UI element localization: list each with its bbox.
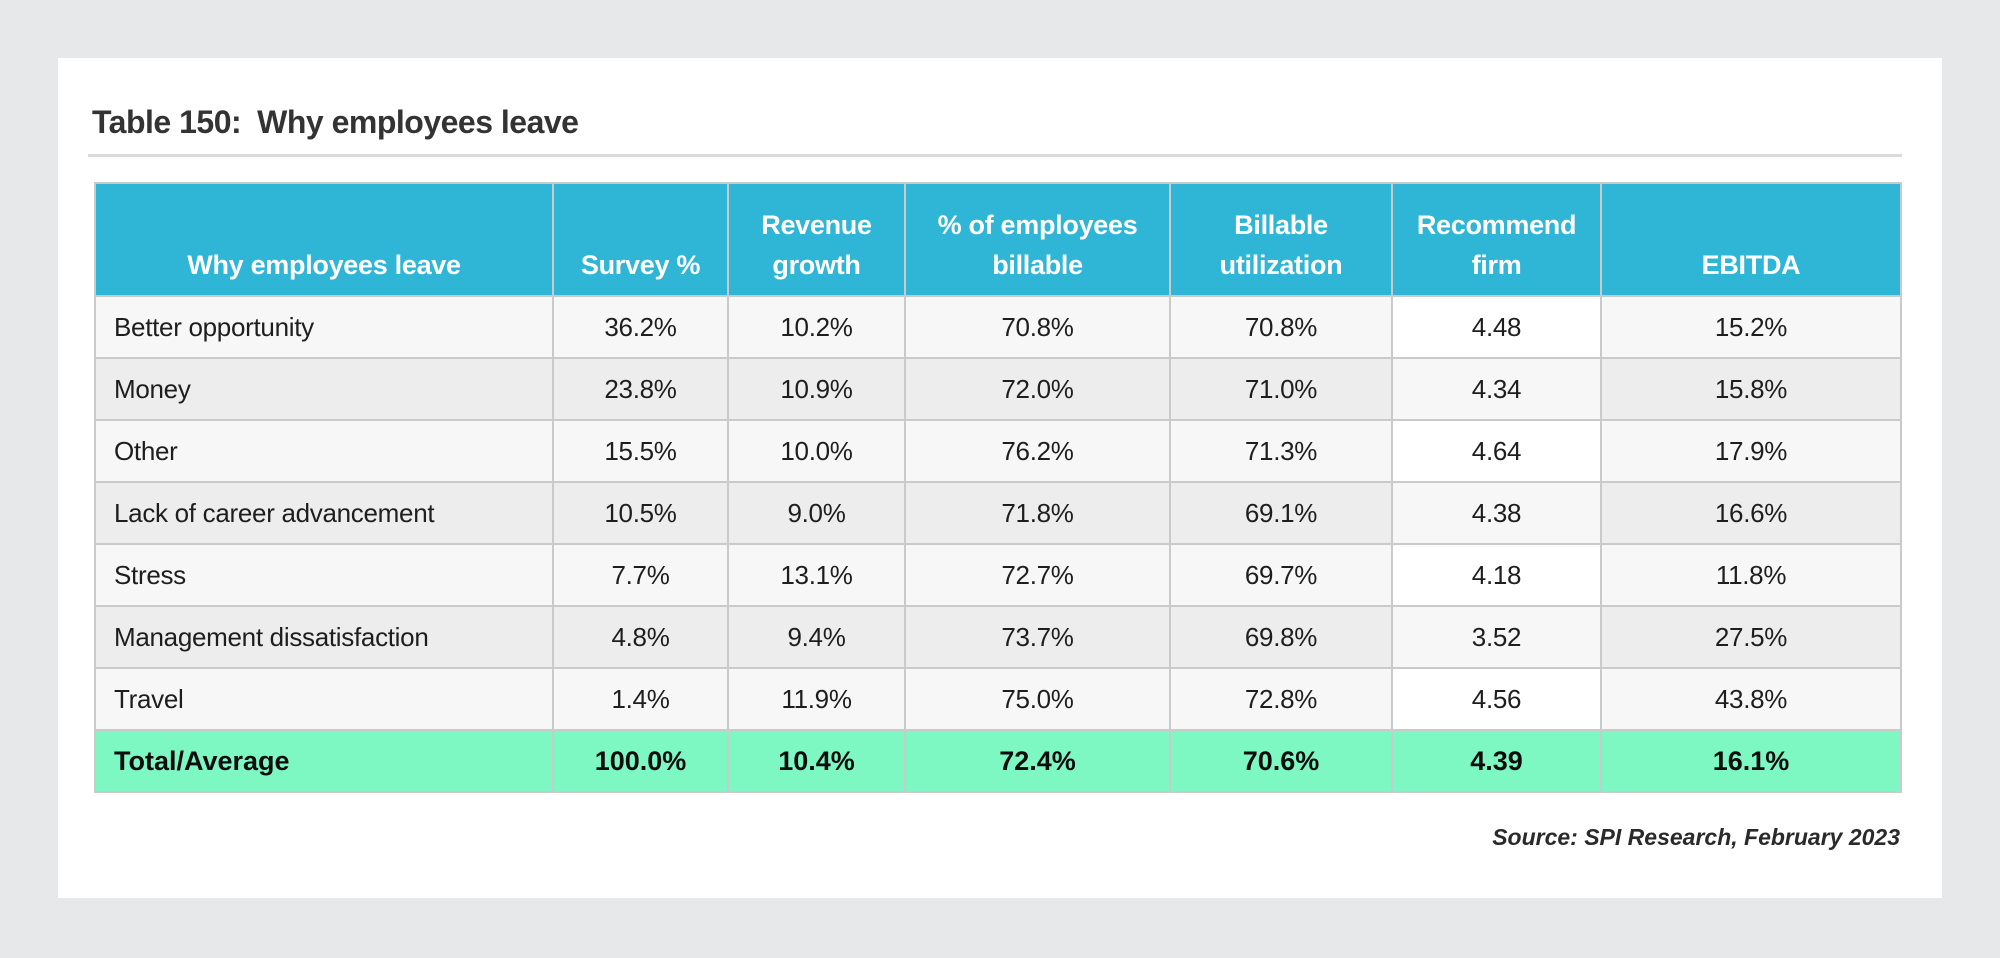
data-table: Why employees leave Survey % Revenue gro… — [94, 182, 1902, 793]
table-cell: 72.0% — [904, 357, 1171, 421]
column-header: Recommend firm — [1391, 182, 1602, 297]
table-cell: 4.56 — [1391, 667, 1602, 731]
table-cell: 17.9% — [1600, 419, 1902, 483]
table-row: Other 15.5% 10.0% 76.2% 71.3% 4.64 17.9% — [94, 419, 1902, 483]
report-card: Table 150: Why employees leave Why employ… — [58, 58, 1942, 898]
table-cell: 3.52 — [1391, 605, 1602, 669]
total-cell: 10.4% — [727, 729, 906, 793]
table-cell: 71.3% — [1169, 419, 1393, 483]
table-cell: 75.0% — [904, 667, 1171, 731]
column-header: % of employees billable — [904, 182, 1171, 297]
table-cell: 11.9% — [727, 667, 906, 731]
row-label: Better opportunity — [94, 295, 554, 359]
row-label: Travel — [94, 667, 554, 731]
table-cell: 23.8% — [552, 357, 729, 421]
table-cell: 4.8% — [552, 605, 729, 669]
header-row: Why employees leave Survey % Revenue gro… — [94, 182, 1902, 297]
table-cell: 10.2% — [727, 295, 906, 359]
table-row: Better opportunity 36.2% 10.2% 70.8% 70.… — [94, 295, 1902, 359]
table-cell: 69.8% — [1169, 605, 1393, 669]
table-cell: 70.8% — [904, 295, 1171, 359]
table-cell: 36.2% — [552, 295, 729, 359]
table-cell: 27.5% — [1600, 605, 1902, 669]
table-cell: 71.0% — [1169, 357, 1393, 421]
total-cell: 100.0% — [552, 729, 729, 793]
row-label: Lack of career advancement — [94, 481, 554, 545]
table-title: Table 150: Why employees leave — [92, 104, 579, 141]
row-label: Management dissatisfaction — [94, 605, 554, 669]
row-label: Stress — [94, 543, 554, 607]
table-cell: 73.7% — [904, 605, 1171, 669]
table-cell: 7.7% — [552, 543, 729, 607]
table-cell: 9.4% — [727, 605, 906, 669]
table-cell: 15.2% — [1600, 295, 1902, 359]
total-cell: 72.4% — [904, 729, 1171, 793]
table-cell: 69.7% — [1169, 543, 1393, 607]
table-cell: 4.64 — [1391, 419, 1602, 483]
table-row: Lack of career advancement 10.5% 9.0% 71… — [94, 481, 1902, 545]
table-row: Management dissatisfaction 4.8% 9.4% 73.… — [94, 605, 1902, 669]
title-row: Table 150: Why employees leave — [88, 104, 1902, 157]
table-row: Travel 1.4% 11.9% 75.0% 72.8% 4.56 43.8% — [94, 667, 1902, 731]
table-cell: 11.8% — [1600, 543, 1902, 607]
table-cell: 15.8% — [1600, 357, 1902, 421]
table-cell: 69.1% — [1169, 481, 1393, 545]
row-label: Money — [94, 357, 554, 421]
table-cell: 4.18 — [1391, 543, 1602, 607]
table-row: Stress 7.7% 13.1% 72.7% 69.7% 4.18 11.8% — [94, 543, 1902, 607]
table-cell: 4.48 — [1391, 295, 1602, 359]
table-cell: 72.7% — [904, 543, 1171, 607]
table-cell: 10.0% — [727, 419, 906, 483]
total-row: Total/Average 100.0% 10.4% 72.4% 70.6% 4… — [94, 729, 1902, 793]
total-cell: 4.39 — [1391, 729, 1602, 793]
table-cell: 76.2% — [904, 419, 1171, 483]
row-label: Other — [94, 419, 554, 483]
table-number: Table 150: — [92, 104, 242, 140]
table-cell: 10.9% — [727, 357, 906, 421]
table-cell: 9.0% — [727, 481, 906, 545]
table-row: Money 23.8% 10.9% 72.0% 71.0% 4.34 15.8% — [94, 357, 1902, 421]
table-cell: 72.8% — [1169, 667, 1393, 731]
column-header: Survey % — [552, 182, 729, 297]
column-header: EBITDA — [1600, 182, 1902, 297]
total-cell: 16.1% — [1600, 729, 1902, 793]
source-note: Source: SPI Research, February 2023 — [1492, 824, 1900, 850]
column-header: Revenue growth — [727, 182, 906, 297]
total-label: Total/Average — [94, 729, 554, 793]
table-cell: 71.8% — [904, 481, 1171, 545]
column-header: Billable utilization — [1169, 182, 1393, 297]
table-cell: 70.8% — [1169, 295, 1393, 359]
table-cell: 15.5% — [552, 419, 729, 483]
table-cell: 13.1% — [727, 543, 906, 607]
table-cell: 4.38 — [1391, 481, 1602, 545]
table-title-text: Why employees leave — [257, 104, 579, 140]
total-cell: 70.6% — [1169, 729, 1393, 793]
table-cell: 4.34 — [1391, 357, 1602, 421]
table-cell: 43.8% — [1600, 667, 1902, 731]
table-cell: 1.4% — [552, 667, 729, 731]
table-cell: 16.6% — [1600, 481, 1902, 545]
column-header: Why employees leave — [94, 182, 554, 297]
table-cell: 10.5% — [552, 481, 729, 545]
